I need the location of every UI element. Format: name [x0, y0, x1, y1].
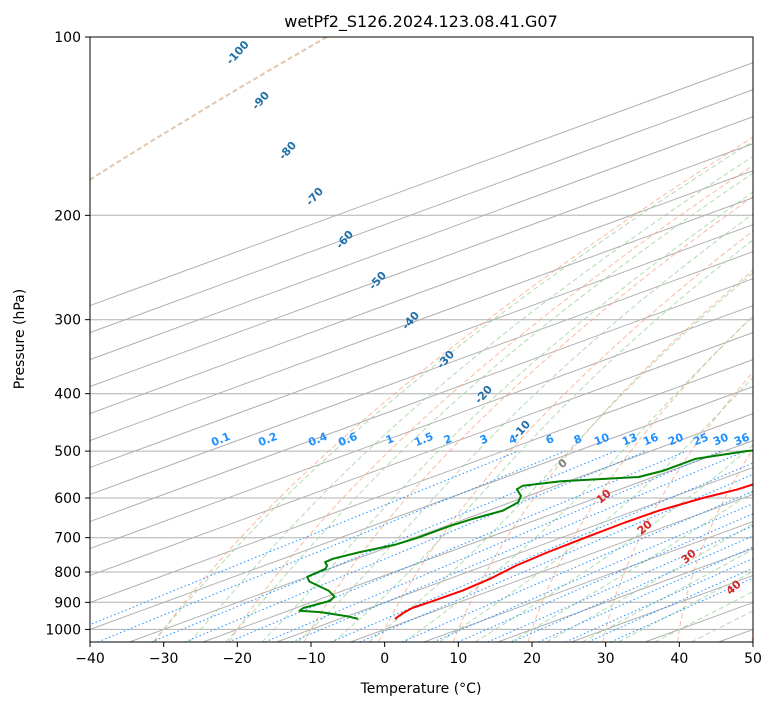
x-tick-label: 50	[744, 651, 762, 667]
mixing-ratio-label: 13	[620, 431, 639, 449]
mixing-ratio-line	[538, 546, 753, 642]
mixing-ratio-line	[184, 450, 647, 642]
profile-lines	[298, 449, 753, 620]
mixing-ratio-label: 2	[442, 432, 454, 447]
isotherm-line	[90, 332, 753, 577]
y-tick-label: 800	[54, 565, 81, 581]
y-tick-label: 700	[54, 531, 81, 547]
x-tick-label: 20	[523, 651, 541, 667]
mixing-ratio-label: 1	[384, 432, 396, 447]
y-tick-label: 400	[54, 387, 81, 403]
dewpoint-profile	[298, 449, 753, 620]
isotherm-line	[90, 305, 753, 550]
mixing-ratio-label: 30	[711, 431, 730, 449]
moist-adiabat	[225, 172, 753, 642]
y-tick-label: 300	[54, 313, 81, 329]
mixing-ratio-label: 8	[572, 432, 584, 447]
isotherm-line	[90, 251, 753, 496]
moist-adiabat	[654, 591, 753, 642]
x-tick-label: 40	[670, 651, 688, 667]
y-tick-label: 900	[54, 595, 81, 611]
mixing-ratio-label: 20	[666, 431, 685, 449]
isotherm-line	[423, 520, 753, 642]
moist-adiabat	[510, 490, 753, 642]
moist-adiabat	[189, 155, 753, 642]
isotherm-line	[90, 278, 753, 523]
isotherm-line	[90, 386, 753, 630]
mixing-ratio-line	[587, 567, 753, 642]
y-tick-label: 600	[54, 491, 81, 507]
mixing-ratio-label: 36	[732, 431, 751, 449]
isotherm-line	[90, 116, 753, 361]
mixing-ratio-line	[90, 450, 519, 626]
x-tick-label: 10	[449, 651, 467, 667]
x-axis-label: Temperature (°C)	[360, 681, 482, 697]
isotherm-line	[276, 466, 753, 642]
x-tick-label: −20	[223, 651, 253, 667]
mixing-ratio-line	[610, 577, 753, 642]
mixing-ratio-line	[228, 450, 687, 642]
isotherm-line	[90, 197, 753, 442]
moist-adiabat	[261, 191, 753, 642]
moist-adiabat	[582, 548, 753, 642]
mixing-ratio-label: 10	[592, 431, 611, 449]
mixing-ratio-label: 25	[691, 431, 710, 449]
y-tick-label: 1000	[45, 622, 81, 638]
dry-adiabat	[452, 269, 753, 642]
y-tick-label: 100	[54, 30, 81, 46]
moist-adiabat	[474, 444, 753, 642]
y-axis-label: Pressure (hPa)	[12, 289, 28, 389]
moist-adiabat	[297, 213, 753, 642]
isotherm-line	[90, 62, 753, 307]
mixing-ratio-line	[432, 503, 753, 642]
dry-adiabat	[228, 164, 753, 642]
y-tick-label: 200	[54, 208, 81, 224]
x-tick-label: 30	[597, 651, 615, 667]
moist-adiabat	[368, 272, 753, 642]
isotherm-line	[90, 143, 753, 388]
axes: −40 −30 −20 −10 0 10 20 30 40 50 100 200 300 400 500 60…	[45, 30, 762, 667]
moist-adiabat	[439, 376, 753, 642]
isotherm-line	[202, 440, 753, 642]
mixing-ratio-label: 3	[478, 432, 490, 447]
dry-adiabat	[303, 195, 753, 642]
dry-adiabat	[602, 371, 753, 642]
plot-frame	[89, 36, 754, 643]
isotherm-line	[90, 89, 753, 334]
mixing-ratio-line	[151, 450, 616, 642]
moist-adiabat	[618, 570, 753, 642]
y-tick-label: 500	[54, 444, 81, 460]
isotherm-line	[90, 224, 753, 469]
mixing-ratio-line	[359, 473, 753, 642]
isotherm-line	[90, 170, 753, 415]
x-tick-label: −30	[149, 651, 179, 667]
moist-adiabat	[403, 315, 753, 642]
mixing-ratio-line	[264, 450, 721, 642]
isotherm-line	[90, 359, 753, 604]
x-tick-label: 0	[380, 651, 389, 667]
x-tick-label: −10	[296, 651, 326, 667]
mixing-ratio-label: 16	[641, 431, 660, 449]
mixing-ratio-line	[291, 450, 746, 642]
chart-title: wetPf2_S126.2024.123.08.41.G07	[284, 12, 558, 32]
temperature-profile	[394, 483, 753, 620]
isotherm-line	[350, 493, 753, 642]
mixing-ratio-line	[401, 490, 753, 642]
dry-adiabat	[154, 136, 753, 642]
moist-adiabat	[152, 140, 753, 642]
x-tick-label: −40	[75, 651, 105, 667]
moist-adiabat	[333, 239, 753, 642]
dry-adiabat	[676, 448, 753, 642]
